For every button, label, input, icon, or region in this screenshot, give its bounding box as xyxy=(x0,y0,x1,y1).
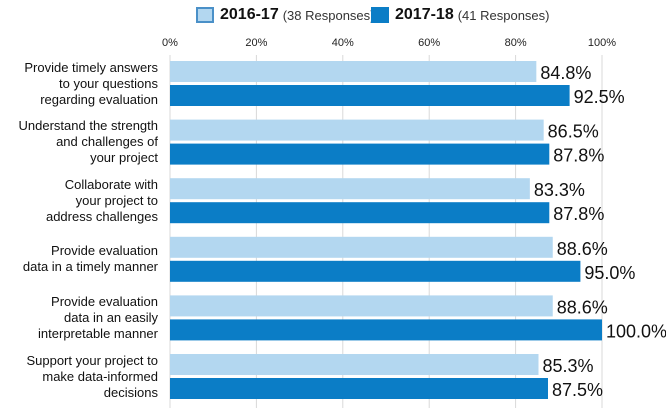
data-label: 100.0% xyxy=(606,321,666,341)
category-label-line: Provide evaluation xyxy=(51,293,158,309)
legend-series-name: 2017-18 xyxy=(395,6,454,23)
category-label-line: data in an easily xyxy=(64,309,158,325)
category-label: Provide evaluation data in a timely manne… xyxy=(0,243,158,275)
bar-2016-17-2 xyxy=(170,178,530,200)
category-label-line: address challenges xyxy=(45,208,158,224)
category-label-line: interpretable manner xyxy=(38,325,158,341)
data-label: 87.8% xyxy=(553,146,604,166)
x-tick-label: 60% xyxy=(418,37,440,49)
x-tick-label: 40% xyxy=(332,37,354,49)
x-tick-label: 0% xyxy=(162,37,178,49)
category-label-line: Collaborate with xyxy=(64,176,158,192)
x-tick-label: 80% xyxy=(505,37,527,49)
category-label-line: regarding evaluation xyxy=(40,91,158,107)
data-label: 86.5% xyxy=(548,122,599,142)
category-label: Provide evaluation data in an easily inter… xyxy=(0,294,158,342)
bar-2016-17-5 xyxy=(170,354,539,375)
category-label-line: your project to xyxy=(75,192,158,208)
x-tick-label: 100% xyxy=(588,37,616,49)
legend-item-2017-18: 2017-18 (41 Responses) xyxy=(371,6,550,24)
category-label-line: decisions xyxy=(103,384,158,400)
bar-2017-18-3 xyxy=(170,260,581,282)
data-label: 85.3% xyxy=(542,356,593,376)
data-label: 92.5% xyxy=(574,87,625,107)
legend-series-note: (41 Responses) xyxy=(457,7,550,23)
gridlines xyxy=(169,55,603,408)
category-label-line: Understand the strength xyxy=(18,118,158,134)
data-label: 87.8% xyxy=(553,204,604,224)
legend-item-2016-17: 2016-17 (38 Responses) xyxy=(196,6,375,24)
data-label: 88.6% xyxy=(557,239,608,259)
bar-2016-17-0 xyxy=(170,61,537,82)
category-label-line: data in a timely manner xyxy=(22,259,158,275)
legend: 2016-17 (38 Responses) 2017-18 (41 Respo… xyxy=(0,6,666,28)
category-label-line: Provide evaluation xyxy=(51,243,158,259)
legend-series-note: (38 Responses) xyxy=(282,7,375,23)
bar-2016-17-3 xyxy=(170,236,553,258)
data-label: 88.6% xyxy=(557,297,608,317)
category-label-line: and challenges of xyxy=(56,134,158,150)
category-label: Understand the strength and challenges of… xyxy=(0,118,158,166)
data-label: 95.0% xyxy=(584,263,635,283)
legend-series-name: 2016-17 xyxy=(220,6,279,23)
legend-swatch-2017-18 xyxy=(371,7,389,23)
data-label: 83.3% xyxy=(534,180,585,200)
data-label: 84.8% xyxy=(540,63,591,83)
category-label-line: Provide timely answers xyxy=(24,59,158,75)
bar-2017-18-0 xyxy=(170,85,570,106)
bar-2017-18-1 xyxy=(170,143,550,165)
x-tick-label: 20% xyxy=(245,37,267,49)
bar-2017-18-2 xyxy=(170,202,550,224)
category-label-line: Support your project to xyxy=(26,352,158,368)
bar-2016-17-1 xyxy=(170,119,544,141)
x-axis-ticks: 0% 20% 40% 60% 80% 100% xyxy=(162,37,616,49)
bar-2017-18-4 xyxy=(170,319,602,341)
bar-2017-18-5 xyxy=(170,378,548,399)
data-label: 87.5% xyxy=(552,380,603,400)
category-label-line: make data-informed xyxy=(42,368,158,384)
legend-swatch-2016-17 xyxy=(196,7,214,23)
category-label: Collaborate with your project to address c… xyxy=(0,177,158,225)
category-label-line: your project xyxy=(90,150,158,166)
category-label-line: to your questions xyxy=(58,75,158,91)
data-labels: 84.8% 92.5% 86.5% 87.8% 83.3% 87.8% 88.6% 95.0%… xyxy=(534,63,666,400)
bars xyxy=(170,61,602,399)
category-label: Provide timely answers to your questions r… xyxy=(0,60,158,108)
bar-2016-17-4 xyxy=(170,295,553,317)
category-label: Support your project to make data-informe… xyxy=(0,353,158,401)
